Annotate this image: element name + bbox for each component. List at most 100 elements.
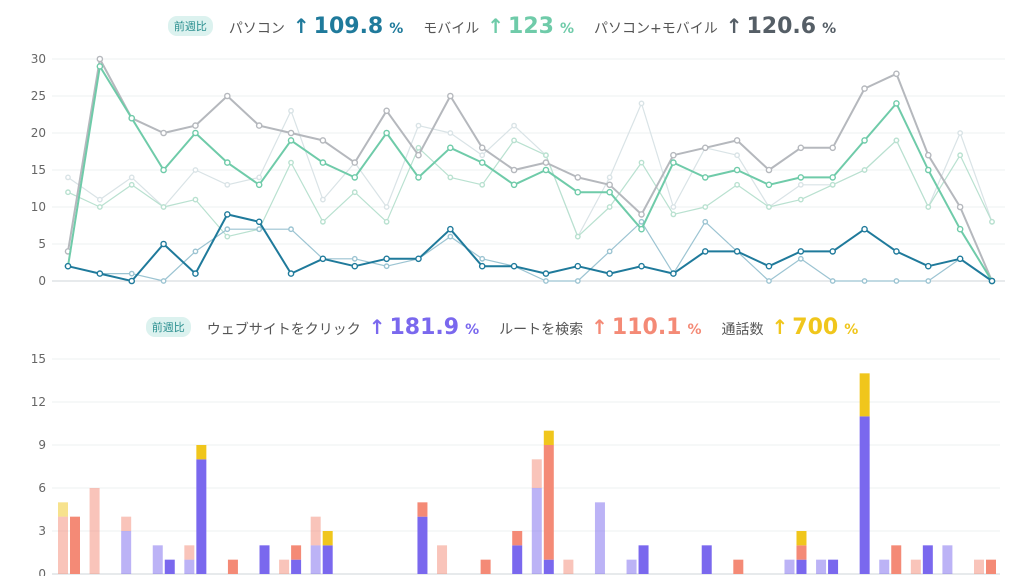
data-point-pc [638, 262, 645, 270]
data-point-mobile_prev [351, 189, 358, 196]
data-point-mobile [765, 181, 773, 189]
data-point-mobile [128, 114, 136, 122]
legend-item-pc-mobile[interactable]: パソコン+モバイル ↑ 120.6 % [594, 14, 836, 39]
legend-item-pc[interactable]: パソコン ↑ 109.8 % [229, 14, 403, 39]
y-tick-label: 5 [38, 237, 46, 251]
data-point-mobile_prev [606, 204, 613, 210]
data-point-pc [255, 218, 263, 226]
bar-segment-curr-1 [227, 559, 238, 574]
bar-segment-curr-0 [543, 559, 554, 574]
comparison-badge: 前週比 [145, 317, 191, 337]
data-point-mobile_prev [893, 137, 900, 144]
data-point-pc_mobile_prev [447, 130, 454, 136]
data-point-mobile_prev [861, 167, 868, 173]
data-point-pc_prev [543, 278, 549, 284]
legend-unit: % [389, 21, 404, 37]
data-point-pc_mobile [447, 92, 454, 100]
y-tick-label: 20 [31, 126, 46, 140]
bar-segment-prev-1 [531, 459, 542, 488]
top-legend: 前週比 パソコン ↑ 109.8 % モバイル ↑ 123 % パソコン+モバイ… [0, 14, 1024, 39]
legend-percent: 700 [792, 315, 839, 340]
data-point-mobile_prev [766, 204, 772, 210]
data-point-pc_mobile_prev [65, 174, 71, 181]
data-point-pc_prev [797, 255, 804, 262]
data-point-pc [510, 262, 518, 270]
legend-item-calls[interactable]: 通話数 ↑ 700 % [722, 315, 859, 340]
data-point-mobile_prev [288, 159, 294, 166]
bar-segment-prev-1 [563, 559, 574, 574]
legend-item-website-click[interactable]: ウェブサイトをクリック ↑ 181.9 % [207, 315, 479, 340]
data-point-mobile_prev [734, 181, 741, 188]
data-point-pc [765, 262, 773, 270]
data-point-pc_mobile_prev [479, 152, 486, 159]
data-point-mobile [287, 137, 295, 144]
comparison-badge: 前週比 [167, 16, 213, 36]
bottom-legend: 前週比 ウェブサイトをクリック ↑ 181.9 % ルートを検索 ↑ 110.1… [0, 315, 1024, 340]
bar-segment-prev-1 [58, 516, 68, 574]
data-point-mobile_prev [638, 159, 645, 166]
bar-segment-prev-0 [310, 545, 321, 574]
bar-segment-curr-0 [322, 545, 333, 574]
data-point-mobile [956, 225, 964, 233]
bar-segment-prev-0 [784, 559, 795, 574]
data-point-pc_mobile_prev [511, 122, 517, 129]
bar-segment-prev-1 [310, 516, 321, 546]
data-point-mobile [733, 166, 741, 174]
data-point-pc_mobile [670, 151, 677, 159]
up-arrow-icon: ↑ [368, 315, 386, 339]
data-point-pc_prev [383, 263, 390, 270]
legend-item-route-search[interactable]: ルートを検索 ↑ 110.1 % [499, 315, 701, 340]
data-point-pc_mobile [224, 92, 231, 100]
data-point-pc_prev [447, 233, 454, 240]
data-point-pc [287, 270, 295, 277]
data-point-mobile [701, 174, 709, 181]
bar-segment-curr-2 [859, 373, 870, 417]
data-point-mobile [542, 166, 550, 174]
data-point-mobile_prev [574, 233, 581, 240]
y-tick-label: 10 [31, 200, 46, 214]
data-point-pc_mobile_prev [288, 107, 294, 114]
data-point-mobile [510, 181, 518, 189]
y-tick-label: 6 [38, 481, 46, 495]
bar-segment-prev-0 [594, 502, 605, 574]
legend-percent: 109.8 [313, 14, 384, 39]
legend-label: モバイル [423, 21, 480, 37]
bar-segment-curr-1 [796, 545, 807, 560]
y-tick-label: 12 [31, 395, 46, 409]
bar-segment-prev-0 [184, 559, 195, 574]
bar-segment-prev-1 [974, 559, 984, 574]
bar-segment-prev-1 [437, 545, 448, 574]
data-point-mobile_prev [702, 204, 709, 210]
legend-label: 通話数 [721, 322, 764, 338]
data-point-mobile [861, 137, 868, 144]
data-point-pc [893, 248, 900, 255]
data-point-pc_prev [574, 278, 581, 284]
legend-label: ウェブサイトをクリック [206, 322, 361, 338]
bar-segment-curr-0 [828, 559, 839, 574]
data-point-mobile [829, 174, 836, 181]
bar-segment-curr-1 [417, 502, 428, 517]
data-point-pc [606, 270, 613, 277]
data-point-mobile [319, 159, 327, 166]
legend-percent: 123 [508, 14, 554, 39]
data-point-pc [351, 262, 359, 270]
data-point-pc_mobile_prev [670, 204, 677, 210]
data-point-pc_mobile_prev [957, 130, 964, 136]
data-point-mobile_prev [925, 204, 932, 210]
bar-segment-prev-0 [152, 545, 163, 574]
data-point-mobile [96, 63, 104, 70]
bar-segment-curr-1 [512, 531, 523, 546]
legend-item-mobile[interactable]: モバイル ↑ 123 % [423, 14, 574, 39]
data-point-pc_mobile_prev [256, 174, 263, 181]
data-point-mobile_prev [160, 204, 167, 210]
legend-unit: % [687, 322, 702, 338]
data-point-pc_mobile_prev [606, 174, 613, 181]
data-point-mobile_prev [511, 137, 517, 144]
data-point-mobile [383, 129, 390, 137]
bar-segment-prev-0 [879, 559, 890, 574]
data-point-pc [542, 270, 550, 277]
y-tick-label: 3 [38, 524, 46, 538]
data-point-mobile_prev [192, 196, 199, 203]
data-point-pc_mobile [415, 151, 422, 159]
bar-segment-prev-1 [89, 488, 100, 574]
